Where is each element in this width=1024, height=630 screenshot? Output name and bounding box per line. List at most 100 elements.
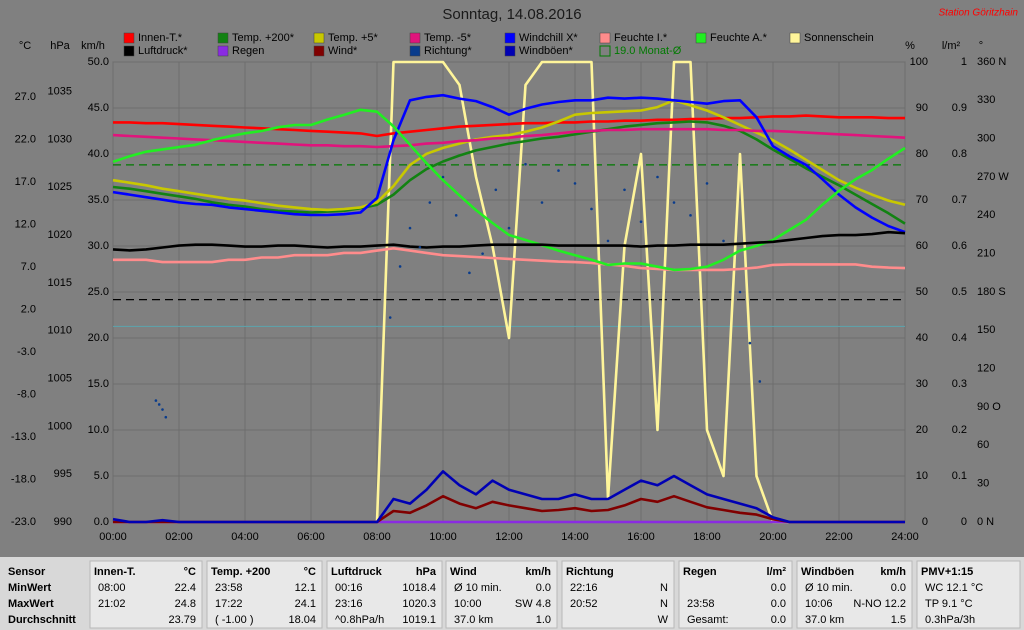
legend-label: 19.0 Monat-Ø (614, 45, 682, 57)
table-cell: 20:52 (570, 598, 598, 610)
y-tick-label: 270 W (977, 171, 1009, 183)
legend-label: Regen (232, 45, 264, 57)
legend-label: Luftdruck* (138, 45, 188, 57)
table-cell: 21:02 (98, 598, 126, 610)
column-header: Temp. +200 (211, 566, 270, 578)
legend-swatch (695, 32, 707, 44)
legend-label: Wind* (328, 45, 358, 57)
table-column (206, 560, 323, 629)
table-cell: 37.0 km (805, 614, 844, 626)
table-cell: 23.79 (168, 614, 196, 626)
legend-label: Windchill X* (519, 32, 578, 44)
series-line (113, 247, 906, 272)
y-tick-label: 100 (910, 56, 928, 68)
x-tick-label: 00:00 (99, 531, 127, 543)
axis-unit: hPa (50, 40, 70, 52)
y-tick-label: 80 (916, 148, 928, 160)
legend-label: Feuchte A.* (710, 32, 768, 44)
table-column (678, 560, 793, 629)
y-tick-label: 0.2 (952, 424, 967, 436)
y-tick-label: 2.0 (21, 303, 36, 315)
legend-swatch (409, 32, 421, 44)
table-cell: 23:58 (215, 582, 243, 594)
table-cell: 0.0 (771, 614, 786, 626)
column-header: PMV+1:15 (921, 566, 973, 578)
legend-swatch (217, 45, 229, 57)
legend-label: Temp. -5* (424, 32, 472, 44)
y-tick-label: -23.0 (11, 516, 36, 528)
axis-unit: ° (979, 40, 983, 52)
y-tick-label: 0.3 (952, 378, 967, 390)
legend-swatch (123, 32, 135, 44)
scatter-point (623, 188, 626, 192)
column-header: Richtung (566, 566, 614, 578)
y-tick-label: 330 (977, 94, 995, 106)
series-line (112, 120, 906, 225)
y-tick-label: 120 (977, 363, 995, 375)
y-tick-label: 40 (916, 332, 928, 344)
y-tick-label: 150 (977, 324, 995, 336)
table-cell: 23:16 (335, 598, 363, 610)
scatter-point (722, 239, 725, 243)
legend-label: Richtung* (424, 45, 472, 57)
y-tick-label: -8.0 (17, 388, 36, 400)
y-tick-label: 240 (977, 209, 995, 221)
table-column (445, 560, 558, 629)
y-tick-label: 0.1 (952, 470, 967, 482)
scatter-point (573, 182, 577, 185)
y-tick-label: 22.0 (15, 133, 36, 145)
scatter-point (454, 214, 458, 217)
table-cell: N-NO 12.2 (853, 598, 906, 610)
y-tick-label: 0.4 (952, 332, 967, 344)
scatter-point (748, 341, 752, 345)
legend-swatch (313, 45, 325, 57)
scatter-point (428, 201, 432, 204)
table-cell: 22.4 (175, 582, 196, 594)
y-tick-label: 40.0 (88, 148, 109, 160)
column-header: Regen (683, 566, 717, 578)
series-line (112, 93, 906, 234)
station-name: Station Göritzhain (939, 8, 1019, 19)
row-label: Durchschnitt (8, 614, 76, 626)
x-tick-label: 04:00 (231, 531, 259, 543)
legend-swatch (504, 32, 516, 44)
y-tick-label: 300 (977, 133, 995, 145)
table-cell: 37.0 km (454, 614, 493, 626)
y-tick-label: 1 (961, 56, 967, 68)
legend-label: Windböen* (519, 45, 574, 57)
y-tick-label: 0.5 (952, 286, 967, 298)
x-tick-label: 02:00 (165, 531, 193, 543)
y-tick-label: 90 O (977, 401, 1001, 413)
table-cell: 12.1 (295, 582, 316, 594)
scatter-point (507, 226, 511, 230)
y-tick-label: 0.0 (94, 516, 109, 528)
x-tick-label: 14:00 (561, 531, 589, 543)
y-tick-label: 15.0 (88, 378, 109, 390)
column-unit: °C (304, 566, 316, 578)
scatter-point (161, 408, 164, 411)
y-tick-label: 17.0 (15, 176, 36, 188)
x-tick-label: 24:00 (891, 531, 919, 543)
table-cell: TP 9.1 °C (925, 598, 973, 610)
table-column (796, 560, 913, 629)
y-tick-label: 10.0 (88, 424, 109, 436)
legend-swatch (123, 45, 135, 57)
table-cell: N (660, 598, 668, 610)
series-line (112, 230, 906, 252)
y-tick-label: 60 (916, 240, 928, 252)
column-unit: km/h (880, 566, 906, 578)
y-tick-label: 0.6 (952, 240, 967, 252)
y-tick-label: 0 (961, 516, 967, 528)
table-cell: W (658, 614, 669, 626)
scatter-point (672, 201, 676, 204)
y-tick-label: 70 (916, 194, 928, 206)
scatter-point (157, 403, 161, 406)
table-column (561, 560, 675, 629)
y-tick-label: 0.8 (952, 148, 967, 160)
y-tick-label: 30 (977, 478, 989, 490)
y-tick-label: 50 (916, 286, 928, 298)
table-cell: Gesamt: (687, 614, 729, 626)
table-cell: ( -1.00 ) (215, 614, 254, 626)
axis-unit: °C (19, 40, 31, 52)
legend-label: Temp. +5* (328, 32, 379, 44)
